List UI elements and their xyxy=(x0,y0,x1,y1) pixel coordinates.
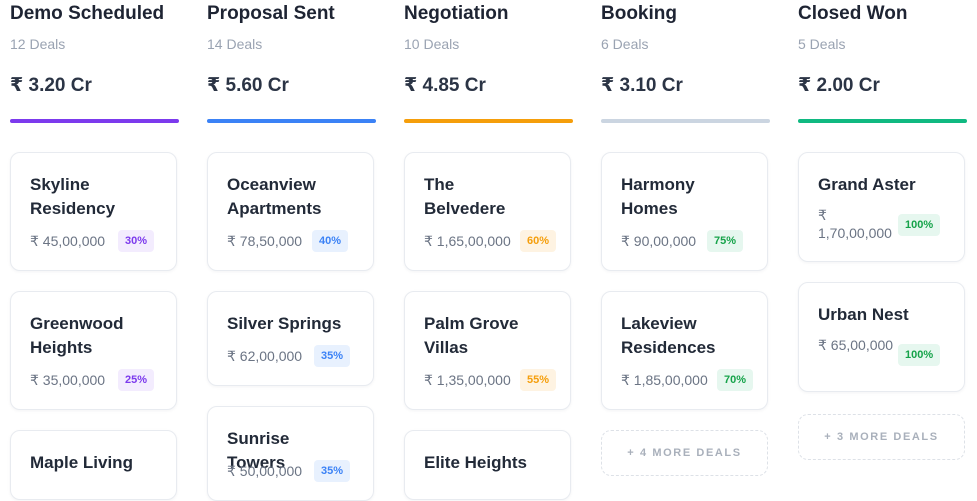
deal-card[interactable]: Palm Grove Villas ₹ 1,35,00,000 55% xyxy=(404,291,571,410)
deal-price: ₹ 45,00,000 xyxy=(30,233,106,249)
deal-name: Lakeview Residences xyxy=(621,314,716,357)
column-total-value: ₹ 4.85 Cr xyxy=(404,75,486,96)
column-deal-count: 14 Deals xyxy=(207,36,263,52)
probability-badge: 70% xyxy=(717,369,754,391)
column-total-value: ₹ 2.00 Cr xyxy=(798,75,880,96)
deal-card[interactable]: Skyline Residency ₹ 45,00,000 30% xyxy=(10,152,177,271)
deal-name: The Belvedere xyxy=(424,175,506,218)
deal-card[interactable]: Silver Springs ₹ 62,00,000 35% xyxy=(207,291,374,386)
deal-name: Harmony Homes xyxy=(621,175,695,218)
deal-price: ₹ 62,00,000 xyxy=(227,348,303,364)
deal-price: ₹ 35,00,000 xyxy=(30,372,106,388)
probability-badge: 60% xyxy=(520,230,557,252)
deal-price: ₹ 1,65,00,000 xyxy=(424,233,511,249)
column-total-value: ₹ 3.20 Cr xyxy=(10,75,92,96)
column-deal-count: 5 Deals xyxy=(798,36,846,52)
probability-badge: 100% xyxy=(898,214,941,236)
deal-price: ₹ 50,00,000 xyxy=(227,463,303,479)
deal-name: Urban Nest xyxy=(818,305,909,324)
probability-badge: 100% xyxy=(898,344,941,366)
probability-badge: 75% xyxy=(707,230,744,252)
deal-price: ₹ 1,35,00,000 xyxy=(424,372,511,388)
probability-badge: 25% xyxy=(118,369,155,391)
column-title: Booking xyxy=(601,3,677,24)
deal-card[interactable]: Harmony Homes ₹ 90,00,000 75% xyxy=(601,152,768,271)
deal-card[interactable]: Urban Nest ₹ 65,00,000 100% xyxy=(798,282,965,392)
probability-badge: 40% xyxy=(312,230,349,252)
column-accent-bar xyxy=(798,119,967,123)
deal-price: ₹ 78,50,000 xyxy=(227,233,303,249)
column-deal-count: 10 Deals xyxy=(404,36,460,52)
column-deal-count: 6 Deals xyxy=(601,36,649,52)
column-title: Demo Scheduled xyxy=(10,3,165,24)
deal-card[interactable]: The Belvedere ₹ 1,65,00,000 60% xyxy=(404,152,571,271)
deal-card[interactable]: Maple Living xyxy=(10,430,177,500)
more-deals-button[interactable]: + 3 MORE DEALS xyxy=(798,414,965,460)
column-total-value: ₹ 3.10 Cr xyxy=(601,75,683,96)
deal-name: Palm Grove Villas xyxy=(424,314,519,357)
deal-price: ₹ 90,00,000 xyxy=(621,233,697,249)
deal-name: Maple Living xyxy=(30,453,133,472)
deal-name: Grand Aster xyxy=(818,175,916,194)
deal-price: ₹ 65,00,000 xyxy=(818,337,894,353)
deal-card[interactable]: Lakeview Residences ₹ 1,85,00,000 70% xyxy=(601,291,768,410)
column-title: Negotiation xyxy=(404,3,509,24)
deal-name: Oceanview Apartments xyxy=(227,175,322,218)
column-total-value: ₹ 5.60 Cr xyxy=(207,75,289,96)
more-deals-button[interactable]: + 4 MORE DEALS xyxy=(601,430,768,476)
deal-name: Skyline Residency xyxy=(30,175,116,218)
deal-card[interactable]: Elite Heights xyxy=(404,430,571,500)
column-title: Closed Won xyxy=(798,3,908,24)
deal-name: Sunrise Towers xyxy=(227,429,290,472)
deal-name: Greenwood Heights xyxy=(30,314,124,357)
deal-price: ₹ 1,70,00,000 xyxy=(818,207,892,241)
column-accent-bar xyxy=(404,119,573,123)
column-accent-bar xyxy=(10,119,179,123)
deal-card[interactable]: Grand Aster ₹ 1,70,00,000 100% xyxy=(798,152,965,262)
probability-badge: 30% xyxy=(118,230,155,252)
column-accent-bar xyxy=(207,119,376,123)
deal-price: ₹ 1,85,00,000 xyxy=(621,372,708,388)
deal-card[interactable]: Sunrise Towers ₹ 50,00,000 35% xyxy=(207,406,374,501)
column-title: Proposal Sent xyxy=(207,3,335,24)
deal-name: Elite Heights xyxy=(424,453,527,472)
deal-card[interactable]: Oceanview Apartments ₹ 78,50,000 40% xyxy=(207,152,374,271)
column-deal-count: 12 Deals xyxy=(10,36,66,52)
column-accent-bar xyxy=(601,119,770,123)
deal-card[interactable]: Greenwood Heights ₹ 35,00,000 25% xyxy=(10,291,177,410)
deal-name: Silver Springs xyxy=(227,314,342,333)
probability-badge: 35% xyxy=(314,460,351,482)
probability-badge: 35% xyxy=(314,345,351,367)
probability-badge: 55% xyxy=(520,369,557,391)
